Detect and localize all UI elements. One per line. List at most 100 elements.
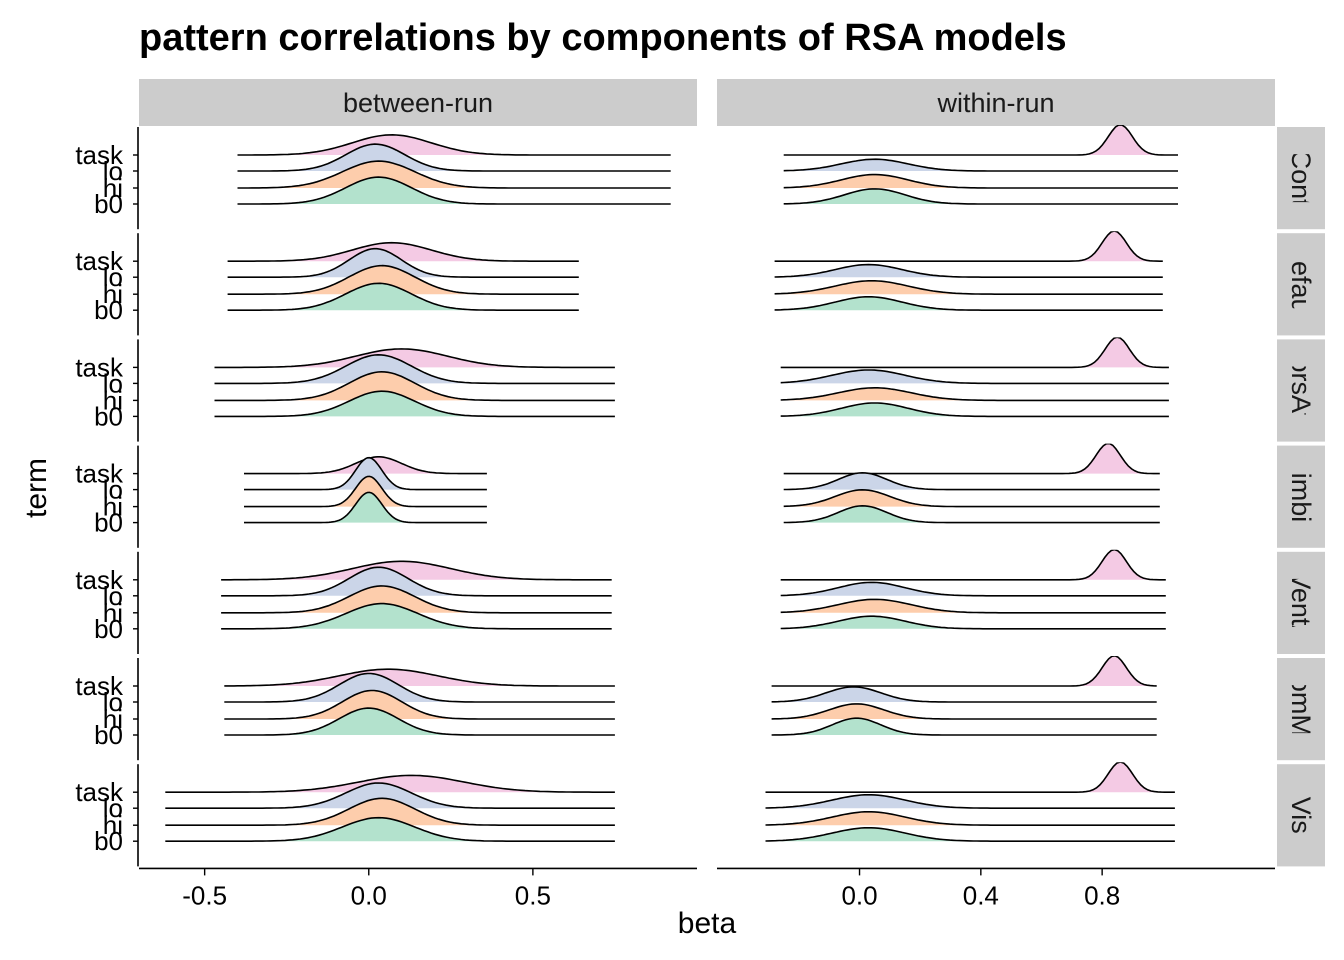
column-strip-label: within-run	[936, 88, 1054, 118]
ridge-line-task	[165, 774, 615, 793]
ridge-fill-task	[771, 656, 1157, 686]
ridge-line-b0	[244, 491, 487, 524]
ridge-fill-hi	[783, 489, 1160, 507]
ridge-hi	[771, 703, 1157, 720]
y-tick-label-task: task	[75, 352, 124, 382]
y-axis-title: term	[20, 458, 53, 518]
ridge-b0	[224, 707, 615, 736]
y-tick-label-lo: lo	[103, 156, 123, 186]
ridge-lo	[237, 143, 671, 172]
ridge-b0	[165, 816, 615, 842]
row-strip-label: Cont	[1286, 150, 1316, 208]
ridge-b0	[237, 176, 671, 205]
x-tick-label: 0.5	[515, 880, 551, 910]
row-strip-bg	[1277, 658, 1325, 761]
row-strip-Cont: Cont	[1277, 127, 1325, 230]
ridge-fill-b0	[780, 616, 1166, 629]
x-axis-title: beta	[678, 907, 737, 940]
ridge-fill-hi	[780, 387, 1169, 401]
ridge-line-b0	[780, 615, 1166, 630]
y-tick-label-b0: b0	[94, 720, 123, 750]
y-tick-label-lo: lo	[103, 687, 123, 717]
ridge-fill-lo	[244, 457, 487, 490]
ridge-b0	[214, 390, 615, 418]
ridge-lo	[224, 672, 615, 703]
panel-ridges	[244, 456, 487, 524]
panel-within-DorsAttn	[780, 337, 1169, 418]
facet-row-Cont: Cont	[237, 125, 1325, 230]
y-tick-label-task: task	[75, 459, 124, 489]
ridge-fill-lo	[774, 264, 1163, 278]
panel-ridges	[771, 656, 1157, 736]
ridge-line-task	[221, 560, 612, 581]
ridge-fill-hi	[227, 265, 579, 295]
ridge-fill-lo	[783, 472, 1160, 490]
y-tick-label-task: task	[75, 671, 124, 701]
ridge-line-lo	[165, 782, 615, 809]
facet-row-DorsAttn: DorsAttn	[214, 337, 1325, 442]
panel-within-SomMot	[771, 656, 1157, 736]
ridge-fill-task	[783, 125, 1178, 155]
ridge-fill-b0	[771, 718, 1157, 735]
ridge-lo	[783, 158, 1178, 172]
ridge-line-b0	[783, 188, 1178, 205]
ridge-line-b0	[774, 296, 1163, 311]
ridge-hi	[783, 173, 1178, 189]
ridge-fill-b0	[214, 391, 615, 417]
ridge-b0	[780, 402, 1169, 418]
ridge-line-lo	[227, 247, 579, 278]
ridge-fill-task	[765, 762, 1175, 793]
column-strip-between-run: between-run	[139, 79, 697, 126]
ridge-line-lo	[774, 263, 1163, 278]
ridge-task	[221, 560, 612, 581]
panel-between-DorsAttn	[214, 348, 615, 418]
y-tick-label-b0: b0	[94, 614, 123, 644]
ridge-fill-lo	[780, 370, 1169, 384]
y-tick-label-hi: hi	[103, 279, 123, 309]
ridge-fill-task	[221, 561, 612, 580]
ridge-fill-task	[224, 669, 615, 686]
row-strip-bg	[1277, 445, 1325, 548]
panel-ridges	[221, 560, 612, 630]
ridge-line-task	[224, 668, 615, 687]
ridge-lo	[221, 566, 612, 597]
x-tick-label: 0.4	[963, 880, 999, 910]
row-strip-bg	[1277, 339, 1325, 442]
column-strip-within-run: within-run	[717, 79, 1275, 126]
ridge-task	[774, 231, 1163, 262]
ridge-line-task	[214, 348, 615, 369]
ridge-fill-b0	[224, 708, 615, 735]
ridge-b0	[780, 615, 1166, 630]
row-strip-label: Vis	[1286, 797, 1316, 834]
ridge-line-b0	[765, 827, 1175, 842]
ridge-fill-b0	[780, 403, 1169, 417]
ridge-lo	[244, 456, 487, 491]
row-strip-Limbic: Limbic	[1277, 445, 1325, 548]
column-strip-bg	[139, 79, 697, 126]
x-axis-between-run: -0.5 0.0 0.5	[139, 867, 697, 910]
ridge-task	[771, 656, 1157, 687]
column-strip-bg	[717, 79, 1275, 126]
ridge-hi	[214, 370, 615, 402]
y-tick-label-task: task	[75, 565, 124, 595]
ridge-lo	[774, 263, 1163, 278]
y-tick-label-hi: hi	[103, 704, 123, 734]
ridge-line-b0	[780, 402, 1169, 418]
ridge-lo	[227, 247, 579, 278]
ridge-hi	[237, 160, 671, 189]
y-tick-label-lo: lo	[103, 475, 123, 505]
ridge-fill-lo	[780, 582, 1166, 596]
ridge-line-task	[780, 337, 1169, 369]
ridge-fill-hi	[237, 161, 671, 188]
panel-between-Vis	[165, 774, 615, 842]
ridge-b0	[765, 827, 1175, 842]
panel-ridges	[783, 125, 1178, 205]
panel-ridges	[224, 668, 615, 736]
ridge-b0	[783, 504, 1160, 524]
y-tick-label-task: task	[75, 246, 124, 276]
row-strip-label: SomMot	[1286, 659, 1316, 760]
ridge-line-hi	[214, 370, 615, 402]
ridge-fill-hi	[221, 585, 612, 613]
ridge-line-lo	[244, 456, 487, 491]
